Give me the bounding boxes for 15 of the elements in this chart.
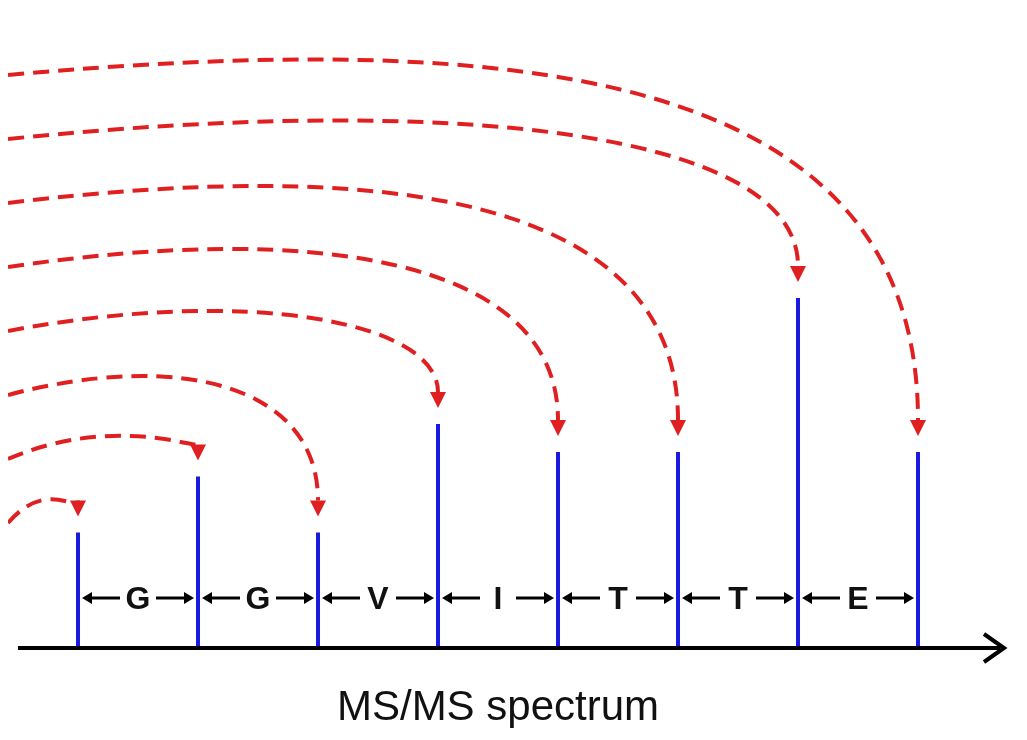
annotation: G <box>125 580 151 616</box>
annotation: E <box>847 580 869 616</box>
bar <box>436 424 440 648</box>
annotation: V <box>367 580 390 616</box>
annotation: I <box>493 580 503 616</box>
annotation: T <box>728 580 749 616</box>
bar <box>76 532 80 648</box>
bar <box>556 452 560 648</box>
annotation: T <box>608 580 629 616</box>
bar <box>196 476 200 648</box>
bar <box>916 452 920 648</box>
bar <box>676 452 680 648</box>
annotation: G <box>245 580 271 616</box>
bar <box>796 298 800 648</box>
bar <box>316 532 320 648</box>
